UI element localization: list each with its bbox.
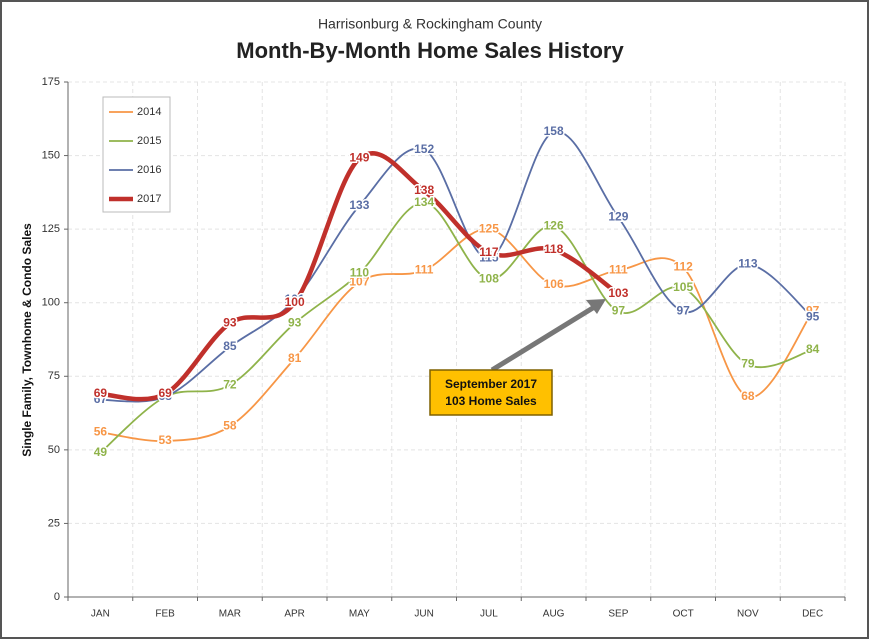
data-label: 108 [479,271,499,285]
x-tick-label: AUG [543,609,565,620]
data-label: 100 [285,295,305,309]
legend-label: 2017 [137,193,161,205]
data-label: 58 [223,418,237,432]
y-tick-label: 175 [42,76,60,88]
data-label: 134 [414,195,434,209]
x-tick-label: MAR [219,609,241,620]
data-label: 115 [479,251,499,265]
data-label: 125 [479,221,499,235]
legend-label: 2015 [137,135,161,147]
data-label: 79 [741,357,755,371]
annotation-arrow [490,303,598,373]
data-label: 117 [479,245,499,259]
y-tick-label: 0 [54,591,60,603]
data-label: 97 [612,304,626,318]
series-line [100,228,814,442]
data-label: 72 [223,377,237,391]
y-tick-label: 150 [42,149,60,161]
x-tick-label: FEB [155,609,175,620]
x-tick-label: APR [284,609,305,620]
data-label: 113 [738,257,758,271]
data-label: 101 [285,292,305,306]
data-label: 68 [741,389,755,403]
labels: 56 53 58 81 107 111 125 106 111 112 68 97 49 68 72 93 11… [92,123,821,461]
y-axis-label: Single Family, Townhome & Condo Sales [20,223,34,457]
data-label: 126 [544,218,564,232]
legend: 2014 2015 2016 2017 [109,106,161,205]
series-line [100,150,620,402]
data-label: 81 [288,351,302,365]
data-label: 97 [676,304,690,318]
annotation-text: 103 Home Sales [445,394,537,408]
data-label: 112 [673,260,693,274]
data-label: 67 [94,392,108,406]
data-label: 105 [673,280,693,294]
x-tick-label: JUN [414,609,433,620]
x-tick-label: JAN [91,609,110,620]
chart-subtitle: Harrisonburg & Rockingham County [318,16,542,32]
data-label: 84 [806,342,820,356]
x-tick-label: DEC [802,609,823,620]
lines [99,130,814,454]
x-tick-label: NOV [737,609,759,620]
grid: 0 25 50 75 100 125 150 175 JAN FEB MAR APR MAY JUN JUL… [42,76,846,620]
data-label: 103 [608,286,628,300]
x-tick-label: SEP [608,609,628,620]
data-label: 68 [158,389,172,403]
data-label: 69 [158,386,172,400]
series-line [99,201,813,454]
data-label: 93 [223,315,237,329]
data-label: 53 [158,433,172,447]
x-tick-label: OCT [673,609,694,620]
data-label: 152 [414,142,434,156]
y-tick-label: 25 [48,517,60,529]
annotation-arrowhead [586,299,606,314]
data-label: 107 [349,274,369,288]
annotation-text: September 2017 [445,377,537,391]
data-label: 110 [350,265,370,279]
x-tick-label: JUL [480,609,498,620]
data-label: 95 [806,310,820,324]
data-label: 138 [414,183,434,197]
annotation-box [429,369,553,416]
chart-title: Month-By-Month Home Sales History [236,38,624,63]
data-label: 68 [158,389,172,403]
data-label: 111 [415,263,434,277]
data-label: 111 [609,263,628,277]
data-label: 118 [544,242,564,256]
data-label: 129 [608,210,628,224]
data-label: 85 [223,339,237,353]
data-label: 133 [349,198,369,212]
y-tick-label: 50 [48,444,60,456]
data-label: 93 [288,315,302,329]
y-tick-label: 125 [42,223,60,235]
y-tick-label: 100 [42,297,60,309]
data-label: 106 [544,277,564,291]
data-label: 97 [806,304,820,318]
data-label: 56 [94,424,108,438]
data-label: 149 [349,151,369,165]
y-tick-label: 75 [48,370,60,382]
legend-label: 2014 [137,106,161,118]
legend-box [102,96,171,213]
data-label: 158 [544,124,564,138]
data-label: 69 [94,386,108,400]
legend-label: 2016 [137,164,161,176]
data-label: 49 [94,445,108,459]
x-tick-label: MAY [349,609,370,620]
